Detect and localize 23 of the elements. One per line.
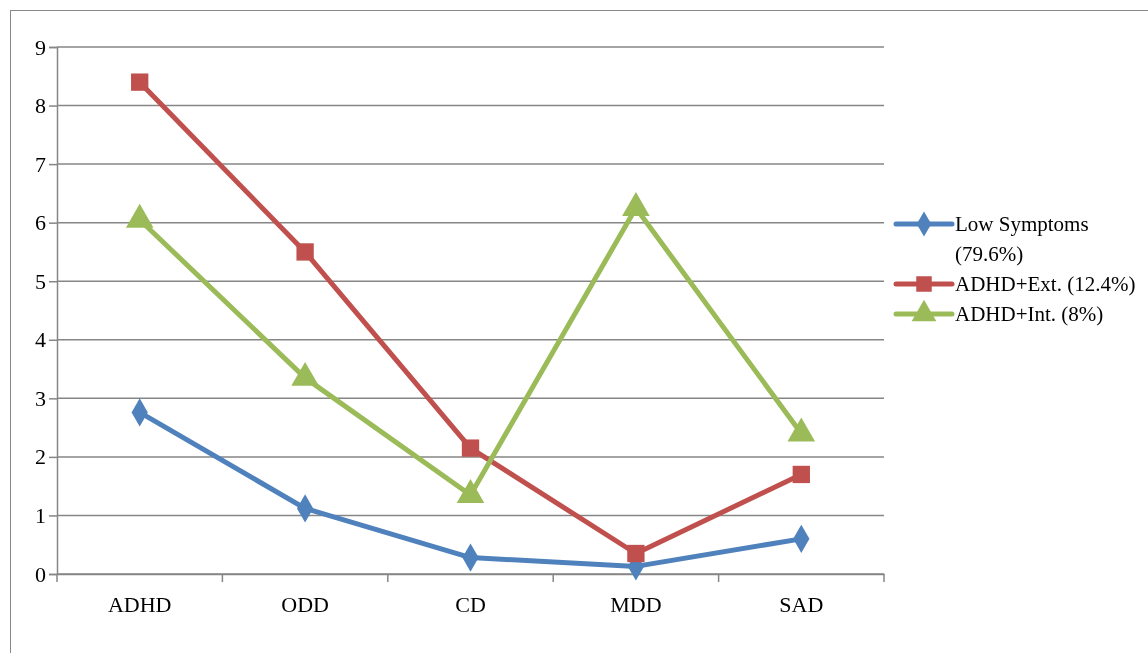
x-tick-label: ODD	[281, 591, 329, 617]
legend-label: ADHD+Int. (8%)	[955, 302, 1104, 326]
y-tick-label: 1	[35, 502, 46, 528]
point	[461, 439, 480, 457]
x-tick-label: SAD	[779, 591, 824, 617]
x-tick-label: MDD	[610, 591, 662, 617]
x-tick-label: CD	[455, 591, 486, 617]
y-tick-label: 5	[35, 268, 46, 294]
y-tick-label: 4	[35, 327, 46, 353]
y-tick-label: 2	[35, 444, 46, 470]
point	[296, 243, 314, 261]
point	[627, 544, 645, 563]
y-tick-label: 7	[35, 151, 46, 177]
point	[131, 73, 149, 91]
y-tick-label: 8	[35, 93, 46, 119]
legend-label: Low Symptoms (79.6%)	[955, 212, 1089, 266]
legend-label: ADHD+Ext. (12.4%)	[955, 272, 1136, 296]
y-tick-label: 0	[35, 561, 46, 587]
x-tick-label: ADHD	[107, 591, 172, 617]
y-tick-label: 6	[35, 210, 46, 236]
y-tick-label: 9	[35, 34, 46, 60]
point	[792, 465, 810, 484]
y-tick-label: 3	[35, 385, 46, 411]
